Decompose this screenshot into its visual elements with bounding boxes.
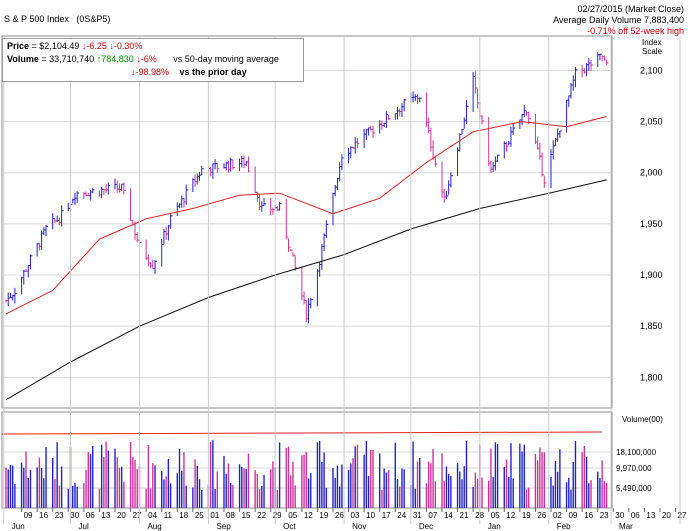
day-tick-label: 14 [444, 511, 453, 520]
day-tick-label: 18 [179, 511, 188, 520]
month-tick-label: Dec [419, 522, 433, 531]
day-tick-label: 13 [101, 511, 110, 520]
day-tick-label: 02 [553, 511, 562, 520]
price-label: Price [7, 41, 30, 51]
up-arrow-icon: ↑ [96, 54, 102, 64]
price-tick-label: 2,000 [640, 168, 663, 178]
prior-day-row: ↓-98.98% vs the prior day [131, 67, 247, 77]
price-change-percent: -0.30% [113, 41, 143, 51]
month-tick-label: Oct [283, 522, 296, 531]
price-tick-label: 2,050 [640, 117, 663, 127]
volume-tick-label: 9,970,000 [616, 464, 652, 473]
month-tick-label: Jul [79, 522, 89, 531]
day-tick-label: 24 [397, 511, 406, 520]
price-value: = $2,104.49 [31, 41, 80, 51]
stats-box: Price = $2,104.49 ↓-6.25 ↓-0.30% Volume … [2, 38, 304, 82]
volume-change: 784,830 [101, 54, 134, 64]
chart-title: S & P 500 Index (0S&P5) [4, 14, 110, 24]
volume-change-percent-prior: -98.98% [135, 67, 170, 77]
day-tick-label: 23 [55, 511, 64, 520]
volume-axis-label: Volume(00) [622, 415, 663, 424]
down-arrow-icon: ↓ [136, 54, 141, 64]
day-tick-label: 09 [569, 511, 578, 520]
day-tick-label: 31 [413, 511, 422, 520]
day-tick-label: 20 [117, 511, 126, 520]
volume-row: Volume = 33,710,740 ↑784,830 ↓-6% vs 50-… [7, 54, 279, 64]
month-tick-label: Feb [557, 522, 571, 531]
day-tick-label: 30 [615, 511, 624, 520]
ma200-line [5, 179, 607, 401]
volume-label: Volume [7, 54, 39, 64]
ma50-line [5, 116, 607, 315]
day-tick-label: 12 [304, 511, 313, 520]
date-line: 02/27/2015 (Market Close) [577, 4, 684, 14]
day-tick-label: 22 [257, 511, 266, 520]
day-tick-label: 25 [195, 511, 204, 520]
day-tick-label: 10 [366, 511, 375, 520]
day-tick-label: 01 [210, 511, 219, 520]
price-plot-frame [1, 35, 613, 409]
day-tick-label: 19 [319, 511, 328, 520]
day-tick-label: 19 [522, 511, 531, 520]
day-tick-label: 15 [242, 511, 251, 520]
day-tick-label: 16 [584, 511, 593, 520]
day-tick-label: 07 [428, 511, 437, 520]
price-tick-label: 1,850 [640, 321, 663, 331]
day-tick-label: 26 [537, 511, 546, 520]
price-tick-label: 1,900 [640, 270, 663, 280]
price-axis-label: Scale [642, 47, 663, 56]
vs-prior-day: vs the prior day [179, 67, 247, 77]
day-tick-label: 16 [39, 511, 48, 520]
month-tick-label: Jan [488, 522, 501, 531]
price-axis-label: Index [642, 38, 662, 47]
day-tick-label: 03 [351, 511, 360, 520]
price-tick-label: 1,800 [640, 372, 663, 382]
average-volume: Average Daily Volume 7,883,400 [553, 15, 684, 25]
down-arrow-icon: ↓ [109, 41, 114, 51]
price-tick-label: 1,950 [640, 219, 663, 229]
index-symbol: (0S&P5) [76, 14, 111, 24]
volume-value: = 33,710,740 [41, 54, 95, 64]
month-tick-label: Nov [352, 522, 366, 531]
day-tick-label: 05 [491, 511, 500, 520]
volume-average-line [1, 431, 603, 435]
month-tick-label: Aug [147, 522, 161, 531]
off-high-line: -0.71% off 52-week high [587, 26, 684, 36]
day-tick-label: 05 [288, 511, 297, 520]
down-arrow-icon: ↓ [81, 41, 87, 51]
volume-plot-frame [1, 411, 613, 509]
month-tick-label: Sep [216, 522, 231, 531]
day-tick-label: 26 [335, 511, 344, 520]
day-tick-label: 06 [631, 511, 640, 520]
index-name: S & P 500 Index [4, 14, 69, 24]
day-tick-label: 27 [678, 511, 687, 520]
day-tick-label: 29 [273, 511, 282, 520]
price-tick-label: 2,100 [640, 65, 663, 75]
day-tick-label: 08 [226, 511, 235, 520]
day-tick-label: 11 [164, 511, 173, 520]
month-tick-label: Jun [12, 522, 25, 531]
day-tick-label: 09 [24, 511, 33, 520]
day-tick-label: 20 [662, 511, 671, 520]
day-tick-label: 06 [86, 511, 95, 520]
day-tick-label: 30 [70, 511, 79, 520]
price-row: Price = $2,104.49 ↓-6.25 ↓-0.30% [7, 41, 142, 51]
volume-tick-label: 5,490,000 [616, 484, 652, 493]
day-tick-label: 17 [382, 511, 391, 520]
day-tick-label: 27 [133, 511, 142, 520]
month-tick-label: Mar [619, 522, 633, 531]
day-tick-label: 23 [600, 511, 609, 520]
day-tick-label: 21 [460, 511, 469, 520]
price-change: -6.25 [86, 41, 107, 51]
volume-change-percent: -6% [140, 54, 157, 64]
down-arrow-icon: ↓ [131, 67, 136, 77]
day-tick-label: 13 [646, 511, 655, 520]
volume-tick-label: 18,100,000 [616, 448, 657, 457]
day-tick-label: 04 [148, 511, 157, 520]
vs-moving-average: vs 50-day moving average [173, 54, 279, 64]
day-tick-label: 12 [506, 511, 515, 520]
